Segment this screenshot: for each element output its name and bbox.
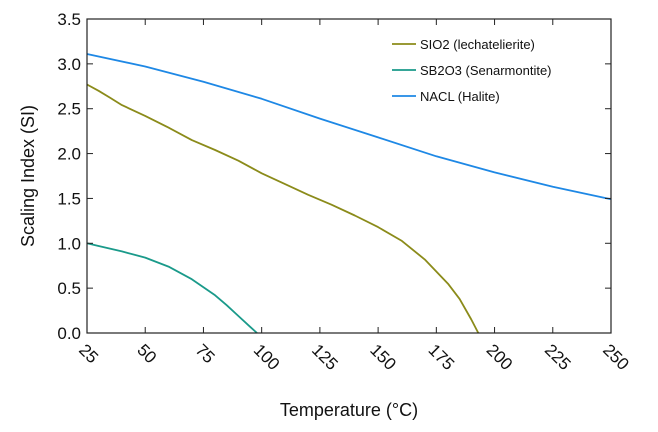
series-layer: [86, 53, 612, 334]
x-tick-label: 250: [599, 340, 632, 373]
x-tick-label: 175: [425, 340, 458, 373]
y-tick-label: 2.0: [57, 145, 81, 164]
y-tick-label: 1.0: [57, 234, 81, 253]
y-tick-label: 0.5: [57, 279, 81, 298]
x-tick-label: 25: [75, 340, 102, 367]
x-tick-label: 50: [133, 340, 160, 367]
x-tick-label: 150: [366, 340, 399, 373]
x-tick-label: 125: [308, 340, 341, 373]
legend-label: NACL (Halite): [420, 89, 500, 104]
series-line-2: [86, 53, 612, 201]
x-tick-label: 100: [250, 340, 283, 373]
y-tick-label: 2.5: [57, 100, 81, 119]
y-tick-label: 1.5: [57, 189, 81, 208]
x-tick-label: 225: [541, 340, 574, 373]
y-axis-title: Scaling Index (SI): [18, 105, 38, 247]
series-line-1: [86, 242, 258, 334]
plot-frame: [86, 18, 612, 334]
x-axis-title: Temperature (°C): [280, 400, 418, 420]
y-tick-label: 3.5: [57, 10, 81, 29]
y-tick-label: 0.0: [57, 324, 81, 343]
x-tick-label: 75: [192, 340, 219, 367]
legend-label: SB2O3 (Senarmontite): [420, 63, 552, 78]
y-tick-label: 3.0: [57, 55, 81, 74]
legend-label: SIO2 (lechatelierite): [420, 37, 535, 52]
x-tick-label: 200: [483, 340, 516, 373]
series-line-0: [86, 83, 480, 334]
legend: SIO2 (lechatelierite) SB2O3 (Senarmontite…: [392, 37, 552, 104]
